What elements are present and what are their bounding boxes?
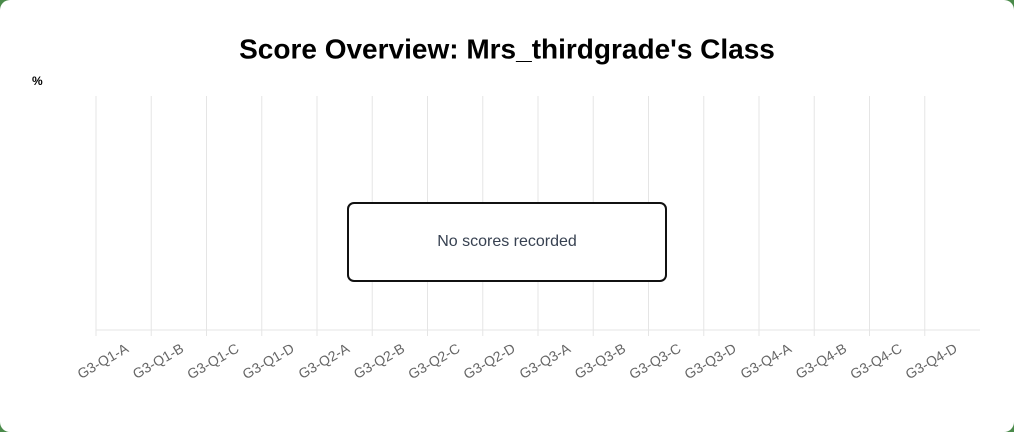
x-tick-label: G3-Q4-C [847,340,904,382]
x-tick-label: G3-Q4-B [793,340,850,382]
x-tick-label: G3-Q1-C [184,340,241,382]
x-tick-label: G3-Q1-A [74,340,131,382]
chart-title: Score Overview: Mrs_thirdgrade's Class [239,33,775,64]
x-tick-label: G3-Q4-D [903,340,960,382]
x-tick-label: G3-Q2-A [295,340,352,382]
x-tick-label: G3-Q2-B [351,340,408,382]
empty-state-box [347,202,667,282]
y-axis-label: % [32,74,43,88]
x-tick-label: G3-Q3-D [682,340,739,382]
x-tick-label: G3-Q2-D [461,340,518,382]
x-tick-label: G3-Q1-B [130,340,187,382]
x-tick-label: G3-Q1-D [240,340,297,382]
x-tick-label: G3-Q3-B [572,340,629,382]
x-tick-label: G3-Q2-C [405,340,462,382]
x-tick-label: G3-Q3-C [626,340,683,382]
x-tick-label: G3-Q3-A [516,340,573,382]
x-tick-label: G3-Q4-A [737,340,794,382]
empty-state-text: No scores recorded [437,233,577,250]
